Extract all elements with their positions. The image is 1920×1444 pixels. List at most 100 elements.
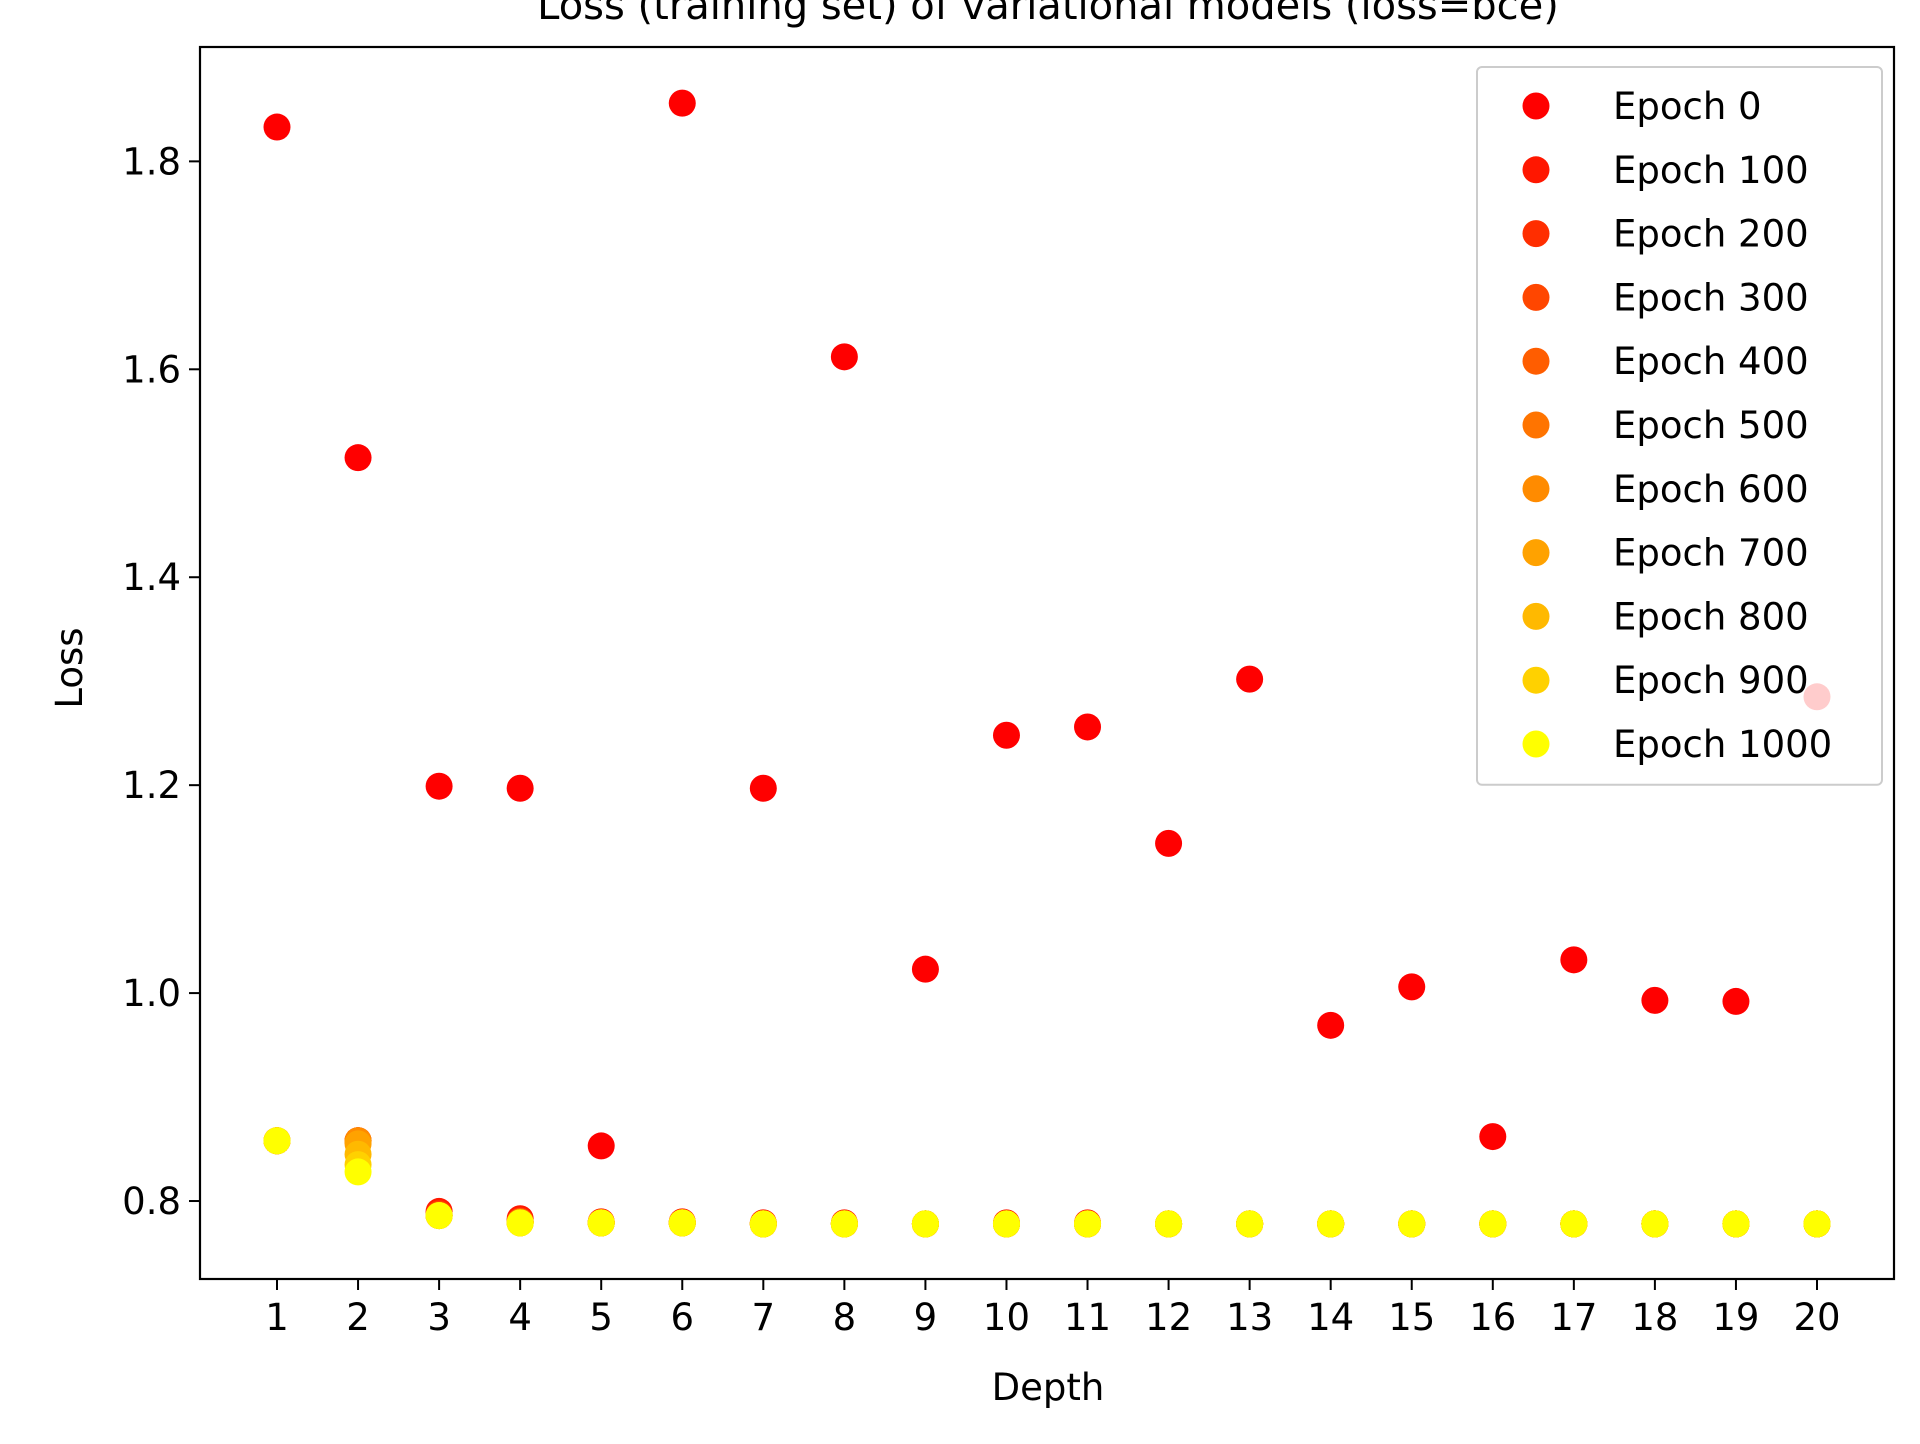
legend-marker <box>1522 220 1550 248</box>
y-tick-label: 0.8 <box>122 1180 181 1223</box>
legend-label: Epoch 600 <box>1613 468 1809 511</box>
x-axis-label: Depth <box>992 1366 1105 1409</box>
data-point <box>1398 1210 1426 1238</box>
legend-marker <box>1522 539 1550 567</box>
x-tick-label: 19 <box>1712 1296 1759 1339</box>
data-point <box>1560 946 1588 974</box>
legend-box <box>1476 66 1883 786</box>
x-tick-label: 11 <box>1064 1296 1111 1339</box>
x-tick-label: 20 <box>1793 1296 1840 1339</box>
data-point <box>1317 1011 1345 1039</box>
data-point <box>344 444 372 472</box>
data-point <box>1155 1210 1183 1238</box>
legend-label: Epoch 0 <box>1613 85 1762 128</box>
legend-marker <box>1522 602 1550 630</box>
plot-area: 1 2 3 4 5 6 7 8 9 10 11 12 13 14 15 16 17 18 19 200.81.01.2… <box>122 45 1896 1339</box>
legend-marker <box>1522 347 1550 375</box>
legend-item: Epoch 800 <box>1522 595 1809 638</box>
legend-item: Epoch 1000 <box>1522 723 1832 766</box>
legend-marker <box>1522 666 1550 694</box>
data-point <box>263 113 291 141</box>
y-tick-label: 1.2 <box>122 764 181 807</box>
y-tick-label: 1.0 <box>122 972 181 1015</box>
x-tick-label: 17 <box>1550 1296 1597 1339</box>
legend-label: Epoch 200 <box>1613 213 1809 256</box>
legend-marker <box>1522 475 1550 503</box>
data-point <box>1722 1210 1750 1238</box>
data-point <box>506 1209 534 1237</box>
series-epoch-1000 <box>263 1127 1831 1238</box>
data-point <box>263 1127 291 1155</box>
legend-item: Epoch 200 <box>1522 213 1809 256</box>
x-tick-label: 10 <box>983 1296 1030 1339</box>
x-tick-label: 6 <box>670 1296 694 1339</box>
data-point <box>992 721 1020 749</box>
legend-item: Epoch 100 <box>1522 149 1809 192</box>
data-point <box>1560 1210 1588 1238</box>
legend-marker <box>1522 283 1550 311</box>
x-tick-label: 13 <box>1226 1296 1273 1339</box>
x-tick-label: 1 <box>265 1296 289 1339</box>
x-tick-label: 15 <box>1388 1296 1435 1339</box>
data-point <box>506 774 534 802</box>
x-tick-label: 14 <box>1307 1296 1354 1339</box>
legend-item: Epoch 500 <box>1522 404 1809 447</box>
data-point <box>749 1210 777 1238</box>
data-point <box>911 1210 939 1238</box>
legend-item: Epoch 400 <box>1522 340 1809 383</box>
legend-marker <box>1522 156 1550 184</box>
y-axis-label: Loss <box>48 627 91 708</box>
legend-label: Epoch 100 <box>1613 149 1809 192</box>
data-point <box>1074 713 1102 741</box>
data-point <box>911 955 939 983</box>
data-point <box>587 1132 615 1160</box>
data-point <box>992 1210 1020 1238</box>
x-tick-label: 4 <box>508 1296 532 1339</box>
x-tick-label: 18 <box>1631 1296 1678 1339</box>
y-tick-label: 1.8 <box>122 140 181 183</box>
data-point <box>1236 665 1264 693</box>
data-point <box>830 1210 858 1238</box>
legend-marker <box>1522 411 1550 439</box>
data-point <box>749 774 777 802</box>
legend-label: Epoch 700 <box>1613 532 1809 575</box>
data-point <box>1317 1210 1345 1238</box>
data-point <box>1479 1210 1507 1238</box>
axes-frame <box>198 45 1896 1281</box>
legend-label: Epoch 300 <box>1613 276 1809 319</box>
data-point <box>668 1209 696 1237</box>
data-points <box>263 89 1831 1238</box>
legend-label: Epoch 800 <box>1613 595 1809 638</box>
legend-item: Epoch 900 <box>1522 659 1809 702</box>
legend-label: Epoch 500 <box>1613 404 1809 447</box>
y-tick-label: 1.4 <box>122 556 181 599</box>
data-point <box>1479 1123 1507 1151</box>
x-tick-label: 5 <box>589 1296 613 1339</box>
legend-marker <box>1522 730 1550 758</box>
x-tick-label: 3 <box>427 1296 451 1339</box>
data-point <box>1236 1210 1264 1238</box>
x-tick-label: 16 <box>1469 1296 1516 1339</box>
data-point <box>425 1202 453 1230</box>
data-point <box>587 1209 615 1237</box>
data-point <box>1074 1210 1102 1238</box>
legend-item: Epoch 0 <box>1522 85 1762 128</box>
x-tick-label: 2 <box>346 1296 370 1339</box>
legend-item: Epoch 600 <box>1522 468 1809 511</box>
data-point <box>1398 973 1426 1001</box>
data-point <box>1641 986 1669 1014</box>
legend-marker <box>1522 92 1550 120</box>
data-point <box>344 1158 372 1186</box>
legend-item: Epoch 300 <box>1522 276 1809 319</box>
legend-label: Epoch 400 <box>1613 340 1809 383</box>
legend-label: Epoch 1000 <box>1613 723 1832 766</box>
data-point <box>1722 987 1750 1015</box>
legend: Epoch 0 Epoch 100 Epoch 200 Epoch 300 Epoch … <box>1476 66 1883 786</box>
x-tick-label: 9 <box>914 1296 938 1339</box>
y-tick-label: 1.6 <box>122 348 181 391</box>
data-point <box>1803 1210 1831 1238</box>
data-point <box>830 343 858 371</box>
legend-label: Epoch 900 <box>1613 659 1809 702</box>
